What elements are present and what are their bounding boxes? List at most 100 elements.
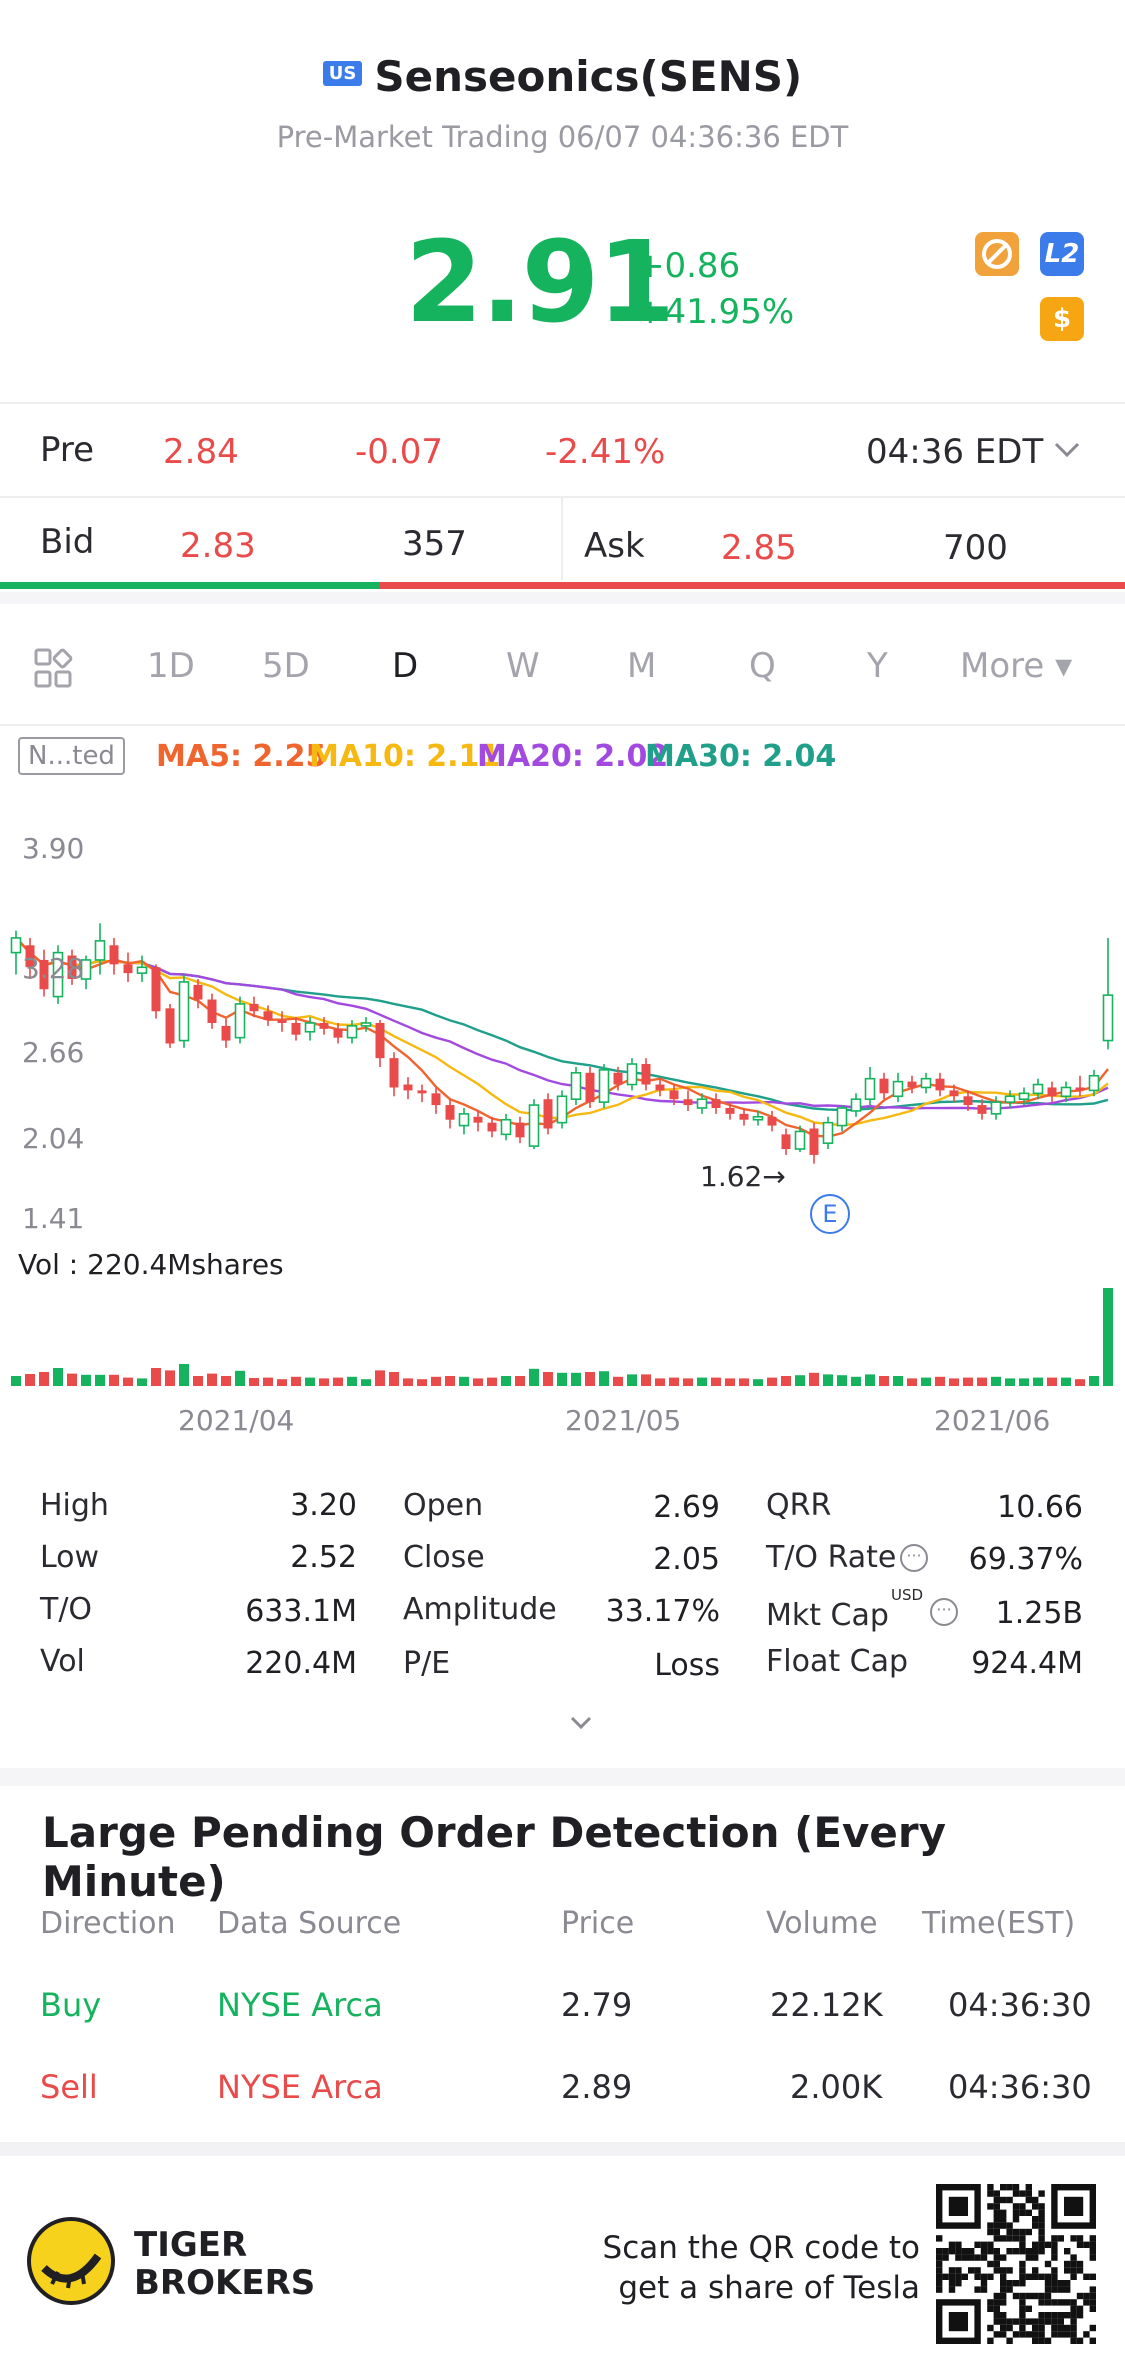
qr-module (1012, 2216, 1020, 2223)
pre-price: 2.84 (163, 432, 239, 472)
volume-bar (319, 1378, 329, 1386)
candle-body (907, 1081, 917, 1088)
stat-label: Close (403, 1540, 485, 1575)
qr-module (1025, 2292, 1032, 2300)
earnings-marker[interactable]: E (810, 1194, 850, 1234)
pre-change: -0.07 (355, 432, 443, 472)
qr-module (1051, 2235, 1058, 2242)
promo-text: Scan the QR code to get a share of Tesla (560, 2228, 920, 2308)
candle-body (655, 1084, 665, 1091)
qr-module (1076, 2337, 1084, 2344)
qr-module (1044, 2292, 1052, 2300)
qr-module (1032, 2203, 1039, 2210)
volume-bar (669, 1377, 679, 1386)
volume-bar (389, 1372, 399, 1386)
info-icon[interactable]: ··· (930, 1598, 958, 1626)
volume-bar (81, 1374, 91, 1386)
candle-body (67, 955, 77, 979)
y-tick-label: 2.04 (22, 1122, 85, 1155)
tab-more[interactable]: More ▾ (960, 646, 1073, 686)
chevron-down-icon[interactable] (1052, 438, 1082, 466)
qr-module (1038, 2241, 1045, 2248)
table-row: Buy NYSE Arca 2.79 22.12K 04:36:30 (0, 1980, 1125, 2060)
qr-module (1019, 2280, 1026, 2287)
qr-module (1012, 2184, 1020, 2191)
dollar-badge[interactable]: $ (1040, 297, 1084, 341)
order-source: NYSE Arca (217, 1986, 383, 2024)
volume-bar (263, 1377, 273, 1386)
tab-5d[interactable]: 5D (262, 646, 310, 686)
ask-price: 2.85 (721, 528, 797, 568)
stat-label: High (40, 1488, 109, 1523)
col-header: Price (561, 1906, 635, 1941)
qr-module (1012, 2331, 1020, 2338)
qr-module (1064, 2260, 1071, 2268)
x-tick-label: 2021/06 (934, 1404, 1051, 1437)
candlestick-chart[interactable] (0, 820, 1125, 1240)
candle-body (850, 1098, 862, 1112)
qr-module (1070, 2235, 1077, 2242)
ma20-value: MA20: 2.02 (477, 739, 669, 774)
pre-label: Pre (40, 430, 95, 470)
tab-d[interactable]: D (392, 646, 419, 686)
y-tick-label: 3.28 (22, 952, 85, 985)
tab-w[interactable]: W (506, 646, 540, 686)
volume-bar (333, 1377, 343, 1386)
ma20-line (15, 937, 1109, 1110)
qr-module (1032, 2331, 1039, 2338)
qr-module (968, 2267, 975, 2274)
tab-m[interactable]: M (627, 646, 657, 686)
adjust-mode-button[interactable]: N...ted (18, 737, 125, 775)
qr-module (1012, 2248, 1020, 2255)
refresh-icon[interactable] (975, 232, 1019, 276)
info-icon[interactable]: ··· (900, 1544, 928, 1572)
qr-module (1089, 2241, 1096, 2248)
refresh-icon-glyph (982, 239, 1012, 269)
order-price: 2.89 (561, 2068, 633, 2106)
qr-module (1006, 2248, 1013, 2255)
tab-q[interactable]: Q (749, 646, 776, 686)
qr-module (1057, 2299, 1064, 2306)
candle-body (10, 937, 22, 954)
us-flag-badge: US (322, 61, 363, 86)
col-header: Data Source (217, 1906, 402, 1941)
tab-1d[interactable]: 1D (147, 646, 195, 686)
stat-open: 2.69 (653, 1490, 720, 1525)
candle-body (151, 967, 161, 1012)
candle-body (277, 1020, 287, 1023)
layout-grid-icon[interactable] (34, 648, 74, 692)
qr-module (980, 2248, 988, 2255)
candle-body (1088, 1074, 1100, 1092)
order-volume: 2.00K (790, 2068, 883, 2106)
qr-module (968, 2254, 975, 2261)
qr-module (1070, 2318, 1077, 2325)
candle-body (473, 1116, 483, 1123)
tab-y[interactable]: Y (867, 646, 888, 686)
volume-bar (249, 1378, 259, 1386)
qr-code[interactable] (936, 2184, 1096, 2344)
qr-module (1032, 2196, 1039, 2204)
qr-module (993, 2299, 1000, 2306)
qr-module (993, 2260, 1000, 2268)
qr-module (987, 2222, 994, 2229)
mktcap-currency: USD (891, 1586, 924, 1604)
level2-badge[interactable]: L2 (1040, 232, 1084, 276)
expand-chevron-icon[interactable] (566, 1712, 596, 1738)
stat-turnover: 633.1M (245, 1594, 357, 1629)
candle-body (543, 1099, 553, 1129)
qr-module (1070, 2267, 1077, 2274)
table-row: Sell NYSE Arca 2.89 2.00K 04:36:30 (0, 2062, 1125, 2142)
volume-bar (291, 1376, 301, 1386)
pre-time[interactable]: 04:36 EDT (866, 432, 1044, 472)
last-price: 2.91 (405, 218, 675, 348)
qr-module (1038, 2203, 1045, 2210)
qr-module (1012, 2292, 1020, 2300)
qr-module (1019, 2228, 1026, 2236)
stat-label: Float Cap (766, 1644, 909, 1679)
qr-module (987, 2190, 994, 2197)
candle-body (822, 1121, 834, 1144)
candle-body (319, 1022, 329, 1029)
stat-label: T/O (40, 1592, 93, 1627)
section-gap (0, 592, 1125, 604)
qr-module (1038, 2222, 1045, 2229)
